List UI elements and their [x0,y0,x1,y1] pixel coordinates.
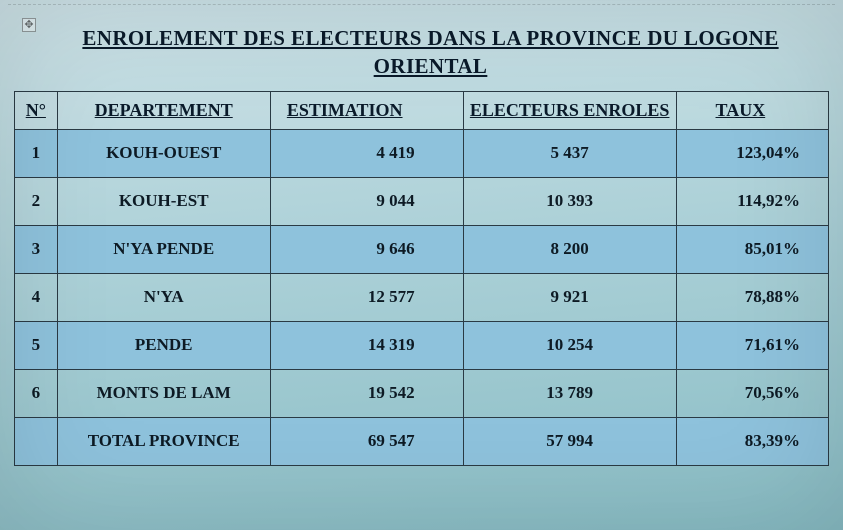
cell-num-total [15,417,58,465]
table-anchor-icon: ✥ [22,18,36,32]
cell-enr: 5 437 [463,129,676,177]
page-rule [8,4,835,5]
table-row: 6 MONTS DE LAM 19 542 13 789 70,56% [15,369,829,417]
cell-dep: N'YA [57,273,270,321]
table-row: 3 N'YA PENDE 9 646 8 200 85,01% [15,225,829,273]
col-header-enroles: ELECTEURS ENROLES [463,91,676,129]
cell-dep: KOUH-OUEST [57,129,270,177]
page-title: ENROLEMENT DES ELECTEURS DANS LA PROVINC… [62,24,799,81]
cell-est: 12 577 [270,273,463,321]
table-header-row: N° DEPARTEMENT ESTIMATION ELECTEURS ENRO… [15,91,829,129]
cell-taux: 123,04% [676,129,828,177]
table-row: 5 PENDE 14 319 10 254 71,61% [15,321,829,369]
cell-est: 4 419 [270,129,463,177]
cell-enr: 8 200 [463,225,676,273]
col-header-taux: TAUX [676,91,828,129]
col-header-estimation: ESTIMATION [270,91,463,129]
cell-dep: MONTS DE LAM [57,369,270,417]
table-row: 1 KOUH-OUEST 4 419 5 437 123,04% [15,129,829,177]
cell-dep: N'YA PENDE [57,225,270,273]
col-header-num: N° [15,91,58,129]
table-total-row: TOTAL PROVINCE 69 547 57 994 83,39% [15,417,829,465]
cell-est: 19 542 [270,369,463,417]
cell-enr: 10 393 [463,177,676,225]
enrolment-table: N° DEPARTEMENT ESTIMATION ELECTEURS ENRO… [14,91,829,466]
cell-num: 4 [15,273,58,321]
cell-taux: 85,01% [676,225,828,273]
cell-est-total: 69 547 [270,417,463,465]
cell-dep: PENDE [57,321,270,369]
cell-taux: 78,88% [676,273,828,321]
cell-num: 6 [15,369,58,417]
cell-num: 2 [15,177,58,225]
table-row: 4 N'YA 12 577 9 921 78,88% [15,273,829,321]
cell-num: 3 [15,225,58,273]
cell-est: 9 044 [270,177,463,225]
col-header-departement: DEPARTEMENT [57,91,270,129]
cell-enr: 13 789 [463,369,676,417]
cell-taux: 114,92% [676,177,828,225]
table-row: 2 KOUH-EST 9 044 10 393 114,92% [15,177,829,225]
cell-dep-total: TOTAL PROVINCE [57,417,270,465]
cell-num: 5 [15,321,58,369]
cell-enr: 10 254 [463,321,676,369]
cell-taux: 70,56% [676,369,828,417]
cell-taux: 71,61% [676,321,828,369]
cell-taux-total: 83,39% [676,417,828,465]
cell-enr: 9 921 [463,273,676,321]
cell-num: 1 [15,129,58,177]
cell-est: 9 646 [270,225,463,273]
cell-dep: KOUH-EST [57,177,270,225]
cell-est: 14 319 [270,321,463,369]
cell-enr-total: 57 994 [463,417,676,465]
